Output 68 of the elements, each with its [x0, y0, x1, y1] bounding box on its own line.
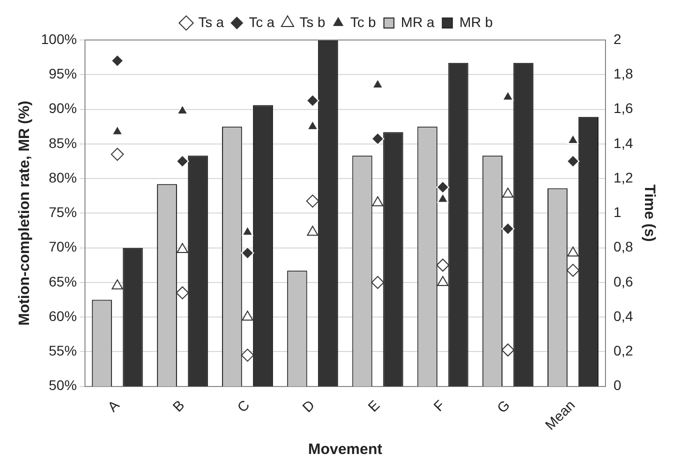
point: [502, 90, 514, 101]
point: [306, 94, 320, 108]
y2-tick-label: 1: [614, 204, 622, 220]
x-tick-label: E: [364, 396, 383, 415]
point: [242, 310, 254, 321]
y-tick-label: 100%: [40, 30, 77, 47]
point: [371, 132, 384, 146]
point: [306, 120, 318, 130]
point: [436, 180, 450, 194]
point: [436, 258, 450, 272]
point: [110, 148, 124, 161]
point: [176, 286, 189, 300]
x-tick-label: G: [494, 396, 513, 416]
point: [241, 246, 254, 260]
y2-tick-label: 0,2: [614, 342, 634, 359]
point: [372, 78, 384, 89]
y-tick-label: 95%: [48, 65, 77, 82]
point: [437, 276, 449, 286]
y-tick-label: 60%: [48, 308, 77, 324]
point: [176, 154, 189, 168]
y-tick-label: 75%: [48, 204, 77, 220]
legend-label: Tc a: [248, 14, 275, 30]
point: [176, 104, 188, 115]
point: [306, 226, 318, 236]
y2-tick-label: 0,6: [614, 273, 634, 290]
y-axis-title: Motion-completion rate, MR (%): [16, 100, 34, 326]
point: [502, 188, 514, 198]
point: [501, 343, 514, 356]
legend-label: Tc b: [350, 14, 376, 30]
y-tick-label: 85%: [48, 134, 77, 151]
point: [566, 154, 580, 168]
legend-label: Ts b: [300, 14, 326, 30]
x-tick-label: F: [430, 396, 448, 414]
y2-tick-label: 0,8: [614, 238, 634, 255]
legend-label: MR b: [459, 14, 494, 30]
y2-tick-label: 2: [614, 30, 622, 47]
y2-axis-title: Time (s): [640, 184, 658, 242]
legend-label: MR a: [400, 14, 435, 30]
y2-tick-label: 0,4: [614, 308, 634, 324]
x-tick-label: A: [104, 396, 123, 415]
y2-tick-label: 1,8: [614, 65, 634, 82]
y-tick-label: 90%: [48, 100, 77, 116]
point: [306, 194, 320, 208]
point: [110, 54, 124, 68]
y-tick-label: 65%: [48, 273, 77, 290]
y2-tick-label: 1,2: [614, 169, 634, 186]
y2-tick-label: 0: [614, 377, 622, 394]
x-tick-label: C: [234, 396, 252, 416]
point: [241, 348, 254, 362]
y-tick-label: 55%: [48, 342, 77, 359]
y-tick-label: 80%: [48, 169, 77, 186]
x-axis-title: Movement: [308, 441, 382, 458]
point: [242, 226, 254, 236]
point: [501, 222, 514, 236]
point: [112, 279, 124, 290]
x-tick-label: D: [299, 396, 318, 416]
x-tick-label: B: [169, 396, 188, 415]
point: [112, 125, 124, 136]
point: [566, 264, 580, 277]
y-tick-label: 50%: [48, 377, 77, 394]
point: [567, 246, 579, 257]
legend-label: Ts a: [198, 14, 224, 30]
y2-tick-label: 1,4: [614, 134, 634, 151]
y-tick-label: 70%: [48, 238, 77, 255]
point: [176, 243, 188, 254]
point: [372, 196, 384, 206]
y2-tick-label: 1,6: [614, 100, 634, 116]
point: [371, 276, 384, 289]
